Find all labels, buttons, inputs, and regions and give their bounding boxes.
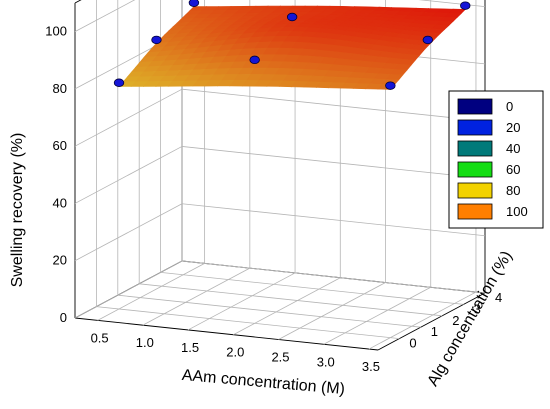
data-point (460, 1, 471, 10)
color-legend: 0 20 40 60 80 100 (448, 90, 544, 229)
data-point (422, 35, 434, 45)
data-point (385, 81, 396, 90)
legend-swatch (457, 140, 493, 157)
data-point (249, 55, 260, 65)
z-tick-label: 80 (53, 81, 67, 96)
gridline-z-left (74, 0, 136, 32)
gridline-y-floor (117, 294, 421, 328)
y-axis-label: Alg concentration (%) (424, 248, 515, 389)
data-point (286, 12, 298, 22)
gridline-z-left (74, 88, 183, 147)
x-tick-label: 3.0 (317, 354, 335, 369)
z-tick-label: 60 (53, 138, 67, 153)
legend-swatch (457, 119, 493, 136)
data-point (113, 78, 125, 87)
legend-label: 60 (506, 162, 520, 177)
legend-swatch (457, 182, 493, 199)
gridline-z-left (74, 260, 183, 319)
x-tick-label: 3.5 (362, 359, 380, 374)
gridline-x-floor (278, 282, 386, 340)
z-tick-label: 0 (60, 310, 67, 325)
x-tick-label: 2.0 (226, 345, 244, 360)
gridline-z-left (74, 203, 183, 262)
gridline-x-floor (142, 267, 251, 326)
x-tick-label: 0.5 (91, 330, 109, 345)
data-point (188, 0, 200, 7)
y-tick-label: 4 (495, 290, 502, 305)
y-tick-label: 3 (474, 301, 481, 316)
y-tick-label: 2 (452, 313, 459, 328)
legend-label: 20 (506, 120, 520, 135)
gridline-x-floor (97, 263, 205, 321)
gridline-y-floor (139, 283, 443, 317)
chart-grid (74, 0, 486, 350)
z-axis-label: Swelling recovery (%) (9, 133, 26, 288)
y-tick-label: 0 (409, 336, 416, 351)
legend-label: 80 (506, 183, 520, 198)
legend-swatch (457, 203, 493, 220)
z-tick-label: 40 (53, 195, 67, 210)
gridline-x-floor (323, 286, 431, 345)
response-surface (118, 5, 467, 90)
gridline-z-back (181, 203, 486, 237)
gridline-x-floor (233, 277, 341, 336)
legend-label: 0 (506, 99, 513, 114)
box-edge (377, 292, 486, 351)
data-point (151, 35, 162, 45)
x-tick-label: 1.5 (181, 340, 199, 355)
gridline-x-floor (187, 272, 296, 331)
gridline-x-floor (368, 291, 477, 350)
y-tick-label: 1 (431, 324, 438, 339)
gridline-z-back (181, 88, 486, 122)
legend-swatch (457, 98, 493, 115)
box-edge (74, 0, 82, 4)
x-tick-label: 2.5 (271, 349, 289, 364)
gridline-y-floor (181, 260, 486, 294)
x-tick-label: 1.0 (136, 335, 154, 350)
data-points (113, 0, 471, 90)
legend-label: 40 (506, 141, 520, 156)
gridline-z-left (74, 146, 183, 204)
gridline-z-back (418, 0, 486, 8)
legend-swatch (457, 161, 493, 178)
z-tick-label: 20 (53, 253, 67, 268)
gridline-y-floor (96, 306, 400, 339)
box-edge (74, 317, 379, 351)
gridline-y-floor (160, 272, 464, 305)
x-axis-label: AAm concentration (M) (181, 367, 345, 398)
legend-label: 100 (506, 204, 528, 219)
z-tick-label: 100 (45, 24, 67, 39)
gridline-z-back (181, 146, 486, 179)
